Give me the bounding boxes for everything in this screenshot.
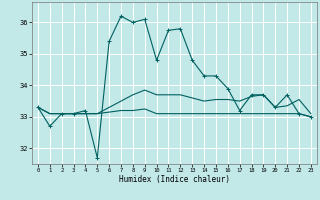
X-axis label: Humidex (Indice chaleur): Humidex (Indice chaleur) <box>119 175 230 184</box>
